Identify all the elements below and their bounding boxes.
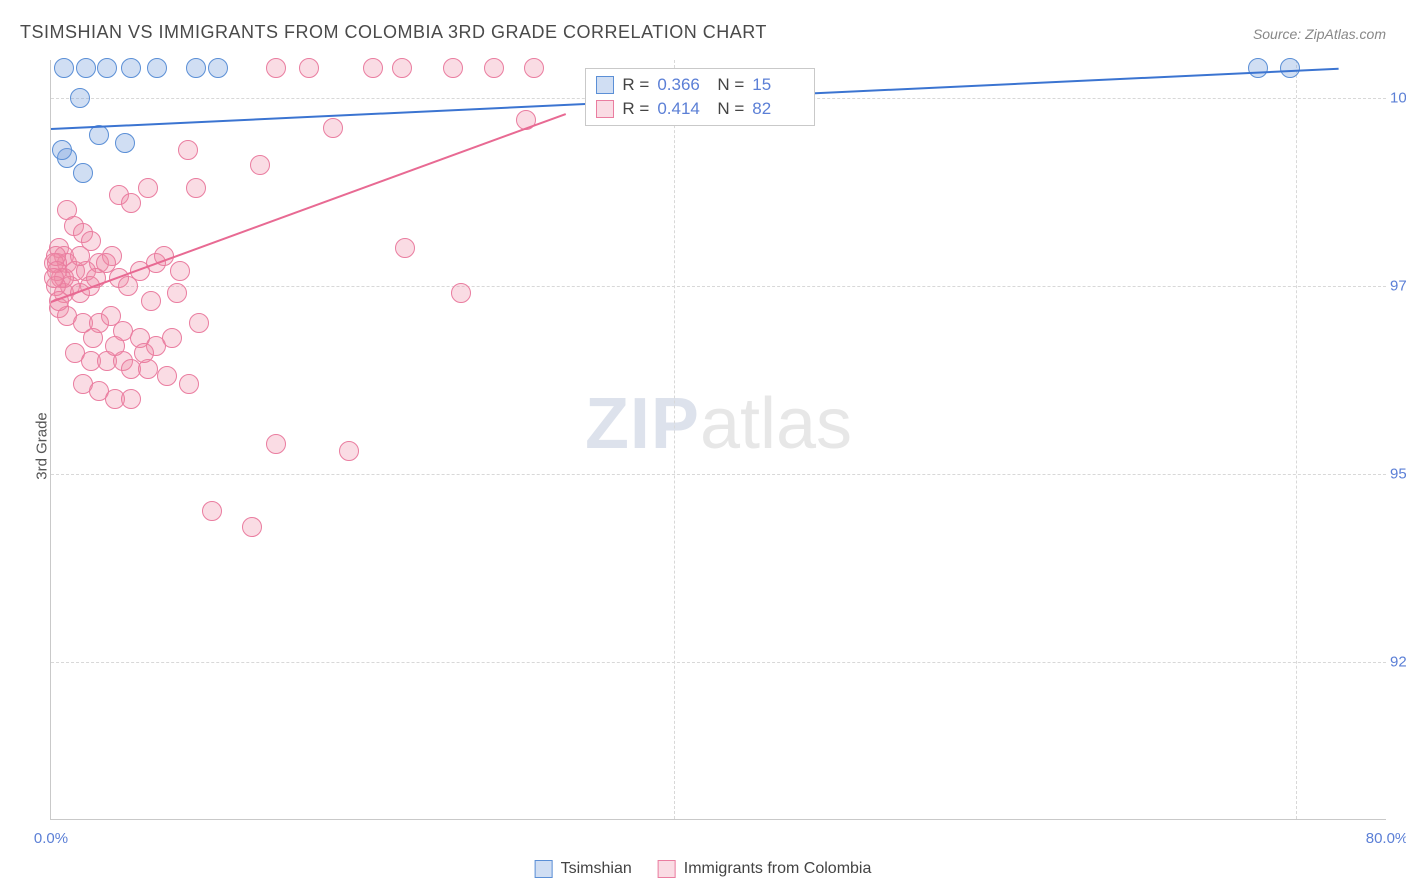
data-point bbox=[451, 283, 471, 303]
x-tick-label: 80.0% bbox=[1366, 830, 1406, 847]
data-point bbox=[299, 58, 319, 78]
data-point bbox=[105, 336, 125, 356]
data-point bbox=[323, 118, 343, 138]
data-point bbox=[250, 155, 270, 175]
gridline-h bbox=[51, 474, 1386, 475]
data-point bbox=[52, 140, 72, 160]
legend-swatch bbox=[596, 76, 614, 94]
data-point bbox=[147, 58, 167, 78]
legend-label: Immigrants from Colombia bbox=[684, 860, 872, 878]
data-point bbox=[1280, 58, 1300, 78]
data-point bbox=[157, 366, 177, 386]
y-tick-label: 92.5% bbox=[1390, 653, 1406, 670]
gridline-v bbox=[674, 60, 675, 819]
legend-item: Tsimshian bbox=[535, 860, 632, 878]
data-point bbox=[339, 441, 359, 461]
data-point bbox=[138, 178, 158, 198]
gridline-h bbox=[51, 286, 1386, 287]
data-point bbox=[363, 58, 383, 78]
data-point bbox=[44, 268, 64, 288]
data-point bbox=[134, 343, 154, 363]
legend-swatch bbox=[658, 860, 676, 878]
data-point bbox=[242, 517, 262, 537]
watermark: ZIPatlas bbox=[585, 383, 852, 465]
gridline-v bbox=[1296, 60, 1297, 819]
data-point bbox=[121, 193, 141, 213]
data-point bbox=[186, 58, 206, 78]
data-point bbox=[76, 58, 96, 78]
data-point bbox=[70, 88, 90, 108]
stats-r-value: 0.414 bbox=[657, 99, 709, 119]
stats-r-label: R = bbox=[622, 99, 649, 119]
data-point bbox=[189, 313, 209, 333]
stats-n-label: N = bbox=[717, 75, 744, 95]
plot-area: ZIPatlas 100.0%97.5%95.0%92.5%0.0%80.0%R… bbox=[50, 60, 1386, 820]
stats-r-label: R = bbox=[622, 75, 649, 95]
data-point bbox=[484, 58, 504, 78]
y-tick-label: 100.0% bbox=[1390, 89, 1406, 106]
data-point bbox=[83, 328, 103, 348]
data-point bbox=[115, 133, 135, 153]
data-point bbox=[395, 238, 415, 258]
y-tick-label: 97.5% bbox=[1390, 277, 1406, 294]
data-point bbox=[202, 501, 222, 521]
data-point bbox=[443, 58, 463, 78]
stats-n-value: 15 bbox=[752, 75, 804, 95]
stats-r-value: 0.366 bbox=[657, 75, 709, 95]
data-point bbox=[121, 58, 141, 78]
data-point bbox=[266, 434, 286, 454]
stats-row: R = 0.366 N = 15 bbox=[596, 73, 804, 97]
data-point bbox=[179, 374, 199, 394]
legend-item: Immigrants from Colombia bbox=[658, 860, 872, 878]
data-point bbox=[97, 58, 117, 78]
data-point bbox=[186, 178, 206, 198]
stats-n-label: N = bbox=[717, 99, 744, 119]
legend-label: Tsimshian bbox=[561, 860, 632, 878]
stats-row: R = 0.414 N = 82 bbox=[596, 97, 804, 121]
data-point bbox=[392, 58, 412, 78]
x-tick-label: 0.0% bbox=[34, 830, 68, 847]
data-point bbox=[54, 58, 74, 78]
stats-box: R = 0.366 N = 15 R = 0.414 N = 82 bbox=[585, 68, 815, 126]
data-point bbox=[118, 276, 138, 296]
chart-container: TSIMSHIAN VS IMMIGRANTS FROM COLOMBIA 3R… bbox=[0, 0, 1406, 892]
y-tick-label: 95.0% bbox=[1390, 465, 1406, 482]
data-point bbox=[73, 163, 93, 183]
watermark-atlas: atlas bbox=[700, 384, 852, 464]
source-label: Source: ZipAtlas.com bbox=[1253, 26, 1386, 42]
data-point bbox=[1248, 58, 1268, 78]
data-point bbox=[70, 246, 90, 266]
data-point bbox=[178, 140, 198, 160]
y-axis-label: 3rd Grade bbox=[33, 412, 50, 480]
watermark-zip: ZIP bbox=[585, 384, 700, 464]
data-point bbox=[170, 261, 190, 281]
data-point bbox=[141, 291, 161, 311]
data-point bbox=[96, 253, 116, 273]
data-point bbox=[162, 328, 182, 348]
legend-swatch bbox=[596, 100, 614, 118]
gridline-h bbox=[51, 662, 1386, 663]
legend: Tsimshian Immigrants from Colombia bbox=[535, 860, 872, 878]
data-point bbox=[208, 58, 228, 78]
stats-n-value: 82 bbox=[752, 99, 804, 119]
chart-title: TSIMSHIAN VS IMMIGRANTS FROM COLOMBIA 3R… bbox=[20, 22, 767, 43]
data-point bbox=[167, 283, 187, 303]
data-point bbox=[524, 58, 544, 78]
data-point bbox=[89, 125, 109, 145]
data-point bbox=[121, 389, 141, 409]
data-point bbox=[266, 58, 286, 78]
legend-swatch bbox=[535, 860, 553, 878]
